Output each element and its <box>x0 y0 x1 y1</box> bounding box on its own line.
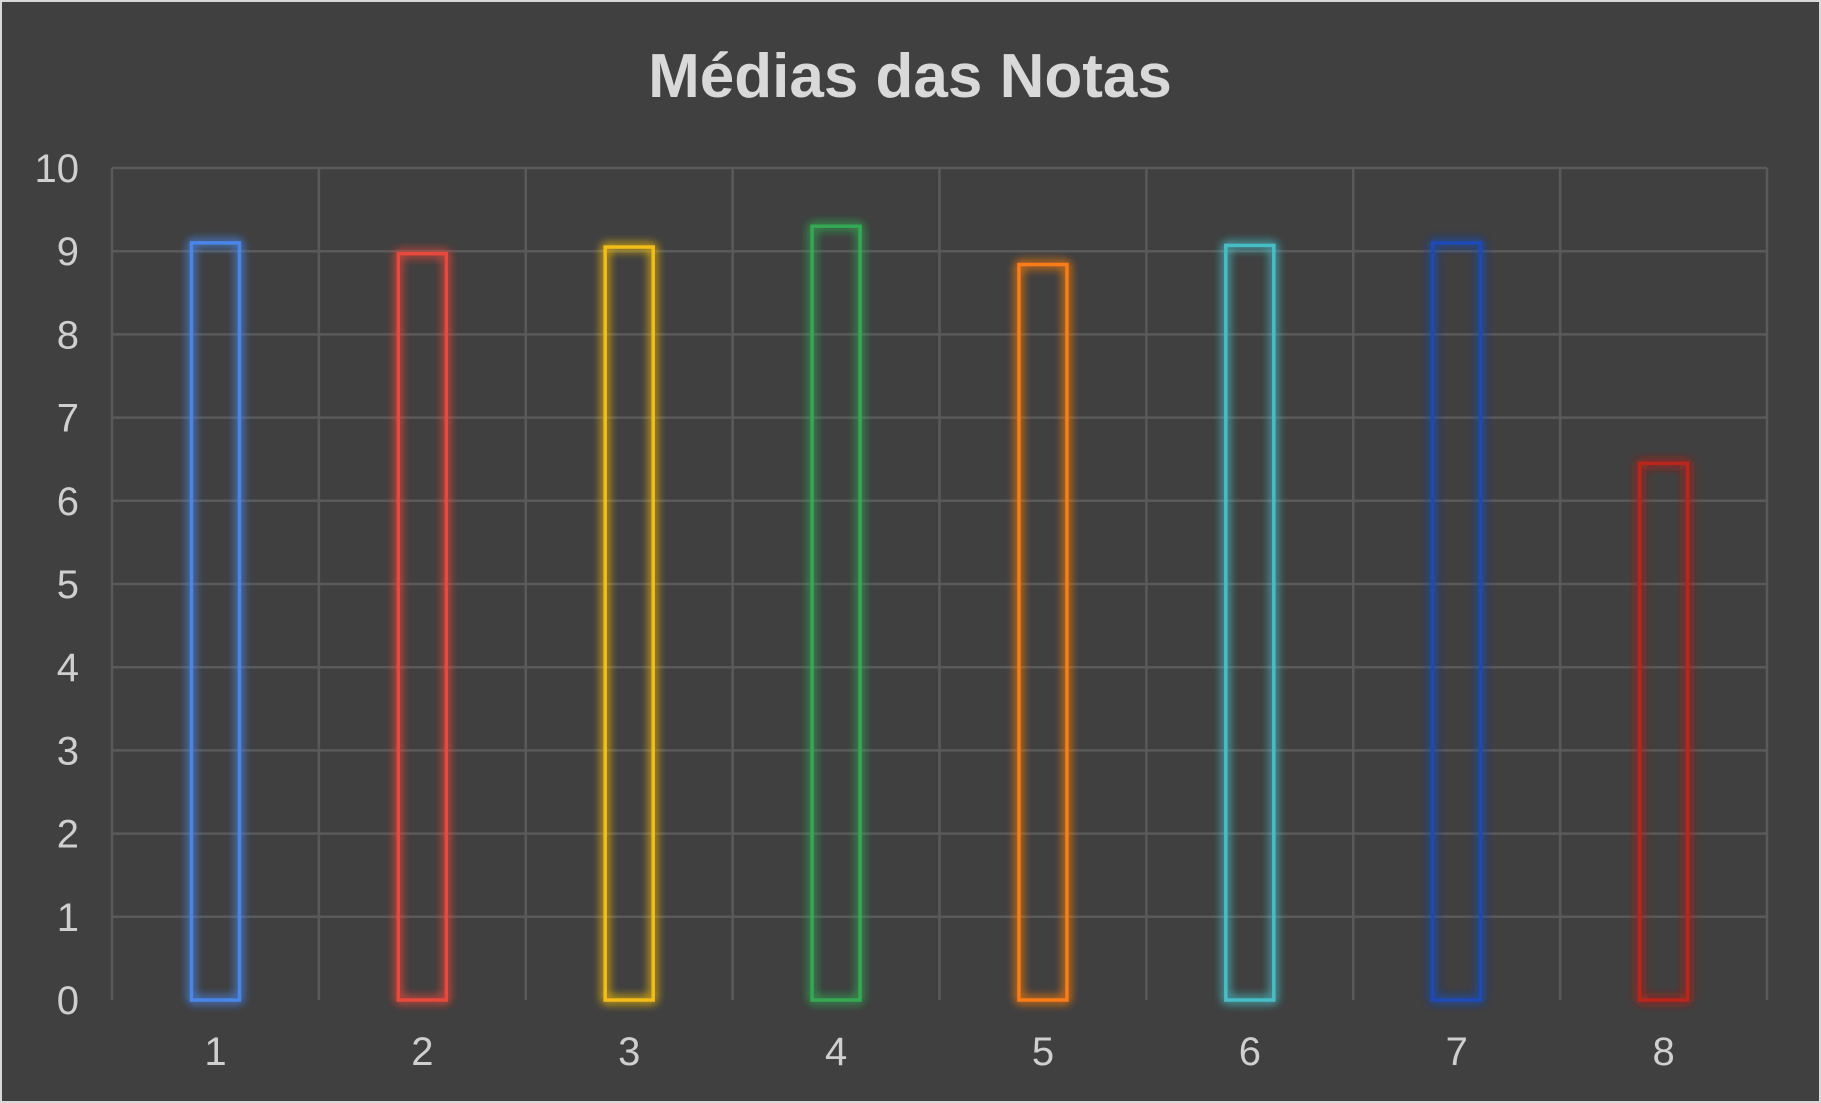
y-tick-label: 2 <box>57 813 79 857</box>
x-tick-label: 5 <box>1032 1030 1054 1074</box>
x-tick-label: 7 <box>1446 1030 1468 1074</box>
bar-5 <box>1017 262 1069 1002</box>
y-tick-label: 6 <box>57 480 79 524</box>
y-tick-label: 7 <box>57 397 79 441</box>
bar-4 <box>810 224 862 1002</box>
y-tick-label: 10 <box>35 147 80 191</box>
y-tick-label: 8 <box>57 313 79 357</box>
bar-8 <box>1637 461 1690 1002</box>
x-tick-label: 6 <box>1239 1030 1261 1074</box>
bar-7 <box>1430 241 1483 1002</box>
bar-3 <box>603 245 655 1002</box>
y-tick-label: 5 <box>57 563 79 607</box>
bar-2 <box>396 251 449 1002</box>
x-tick-label: 1 <box>204 1030 226 1074</box>
x-tick-label: 8 <box>1652 1030 1674 1074</box>
chart-title: Médias das Notas <box>648 42 1172 111</box>
x-tick-label: 2 <box>411 1030 433 1074</box>
y-axis: 0 1 2 3 4 5 6 7 8 9 10 <box>35 147 80 1023</box>
x-tick-label: 4 <box>825 1030 847 1074</box>
x-axis: 1 2 3 4 5 6 7 8 <box>204 1030 1674 1074</box>
y-tick-label: 0 <box>57 979 79 1023</box>
y-tick-label: 3 <box>57 729 79 773</box>
bars <box>189 224 1690 1002</box>
y-tick-label: 1 <box>57 896 79 940</box>
x-tick-label: 3 <box>618 1030 640 1074</box>
y-tick-label: 4 <box>57 646 79 690</box>
bar-1 <box>189 241 242 1002</box>
y-tick-label: 9 <box>57 230 79 274</box>
grid <box>110 166 1769 1000</box>
bar-6 <box>1224 243 1276 1002</box>
